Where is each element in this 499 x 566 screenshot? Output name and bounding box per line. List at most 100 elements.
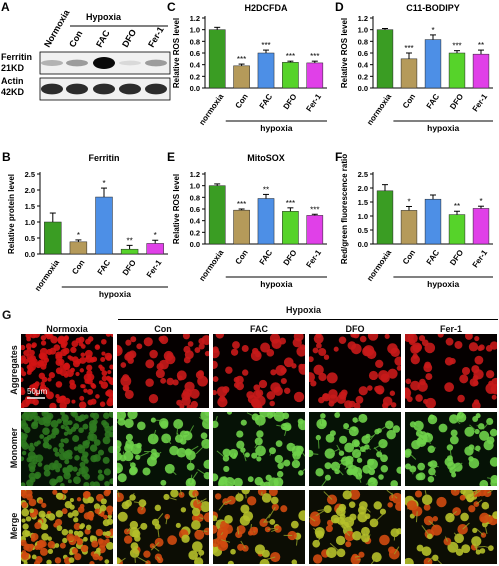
y-tick-label: 1.0 — [358, 26, 368, 35]
x-tick-label: normoxia — [197, 92, 225, 127]
chart-title: MitoSOX — [247, 153, 285, 163]
panel-letter: C — [167, 0, 176, 14]
y-tick-label: 1.2 — [190, 170, 200, 179]
bar — [449, 53, 465, 88]
y-tick-label: 0.0 — [190, 84, 200, 93]
blot-band — [66, 84, 88, 95]
y-tick-label: 0.2 — [358, 72, 368, 81]
y-tick-label: 2.5 — [25, 170, 35, 179]
x-tick-label: DFO — [121, 258, 138, 277]
chart-title: C11-BODIPY — [406, 3, 460, 13]
column-label: Fer-1 — [405, 324, 497, 334]
x-tick-label: normoxia — [197, 248, 225, 283]
x-tick-label: FAC — [425, 248, 442, 266]
hypoxia-label: Hypoxia — [86, 12, 122, 22]
x-tick-label: FAC — [258, 248, 275, 266]
y-tick-label: 0.2 — [190, 72, 200, 81]
blot-band — [119, 61, 141, 66]
blot-band — [145, 84, 167, 95]
x-tick-label: FAC — [425, 92, 442, 110]
y-axis-label: Relative ROS level — [340, 18, 349, 88]
x-tick-label: DFO — [282, 92, 299, 111]
row-label: Merge — [9, 486, 19, 566]
x-tick-label: Fer-1 — [145, 258, 164, 280]
micrograph-tile — [117, 334, 209, 408]
y-tick-label: 0.4 — [358, 61, 369, 70]
blot-band — [93, 57, 115, 69]
significance-mark: * — [102, 179, 105, 188]
y-tick-label: 0.8 — [190, 37, 200, 46]
micrograph-tile — [21, 490, 113, 564]
group-label: hypoxia — [427, 123, 459, 133]
lane-label: Fer-1 — [146, 25, 166, 49]
y-tick-label: 0.8 — [190, 193, 200, 202]
group-label: hypoxia — [99, 289, 131, 299]
column-label: FAC — [213, 324, 305, 334]
y-tick-label: 1.0 — [190, 26, 200, 35]
bar — [234, 210, 250, 244]
y-tick-label: 2.0 — [358, 184, 368, 193]
y-tick-label: 0.6 — [190, 205, 200, 214]
column-label: Normoxia — [21, 324, 113, 334]
micrograph-tile — [405, 490, 497, 564]
column-label: DFO — [309, 324, 401, 334]
blot-band — [145, 60, 167, 67]
y-axis-label: Red/green fluorescence ratio — [340, 154, 349, 264]
group-label: hypoxia — [260, 123, 292, 133]
significance-mark: *** — [237, 55, 246, 64]
x-tick-label: FAC — [96, 258, 113, 276]
blot-band — [66, 60, 88, 67]
significance-mark: *** — [310, 52, 319, 61]
bar — [147, 243, 164, 254]
x-tick-label: DFO — [448, 92, 465, 111]
significance-mark: ** — [478, 41, 484, 50]
micrograph-tile — [213, 334, 305, 408]
micrograph-tile — [405, 412, 497, 486]
chart-title: Ferritin — [88, 153, 119, 163]
bar — [209, 186, 225, 244]
bar — [401, 210, 417, 244]
bar — [209, 30, 225, 88]
y-tick-label: 2.0 — [25, 186, 35, 195]
bar — [234, 66, 250, 88]
significance-mark: ** — [263, 185, 269, 194]
x-tick-label: Con — [401, 248, 417, 266]
significance-mark: * — [154, 231, 157, 240]
blot-band — [41, 84, 63, 95]
y-axis-label: Relative ROS level — [172, 174, 181, 244]
y-tick-label: 1.5 — [25, 202, 35, 211]
bar — [401, 59, 417, 88]
bar — [121, 249, 138, 254]
hypoxia-header: Hypoxia — [286, 305, 321, 315]
x-tick-label: Fer-1 — [471, 92, 490, 114]
significance-mark: *** — [286, 52, 295, 61]
panel-letter-g: G — [2, 308, 11, 322]
y-tick-label: 0.0 — [25, 250, 35, 259]
bar — [258, 53, 274, 88]
micrograph-tile — [213, 490, 305, 564]
y-tick-label: 0.5 — [25, 234, 35, 243]
bar — [425, 40, 441, 88]
y-tick-label: 0.2 — [190, 228, 200, 237]
significance-mark: ** — [126, 236, 132, 245]
row-label: Monomer — [9, 408, 19, 488]
bar — [449, 215, 465, 244]
significance-mark: * — [431, 26, 434, 35]
x-tick-label: Con — [70, 258, 86, 276]
y-tick-label: 1.2 — [190, 14, 200, 23]
x-tick-label: Con — [234, 92, 250, 110]
lane-label: FAC — [94, 28, 112, 49]
panel-letter: D — [335, 0, 344, 14]
panel-letter-a: A — [1, 0, 10, 14]
significance-mark: *** — [310, 205, 319, 214]
micrograph-tile: 50μm — [21, 334, 113, 408]
row-label: Aggregates — [9, 330, 19, 410]
group-label: hypoxia — [427, 279, 459, 289]
x-tick-label: Fer-1 — [471, 248, 490, 270]
hypoxia-header-bracket — [118, 319, 498, 320]
x-tick-label: DFO — [448, 248, 465, 267]
significance-mark: * — [407, 197, 410, 206]
y-tick-label: 0.0 — [358, 240, 368, 249]
